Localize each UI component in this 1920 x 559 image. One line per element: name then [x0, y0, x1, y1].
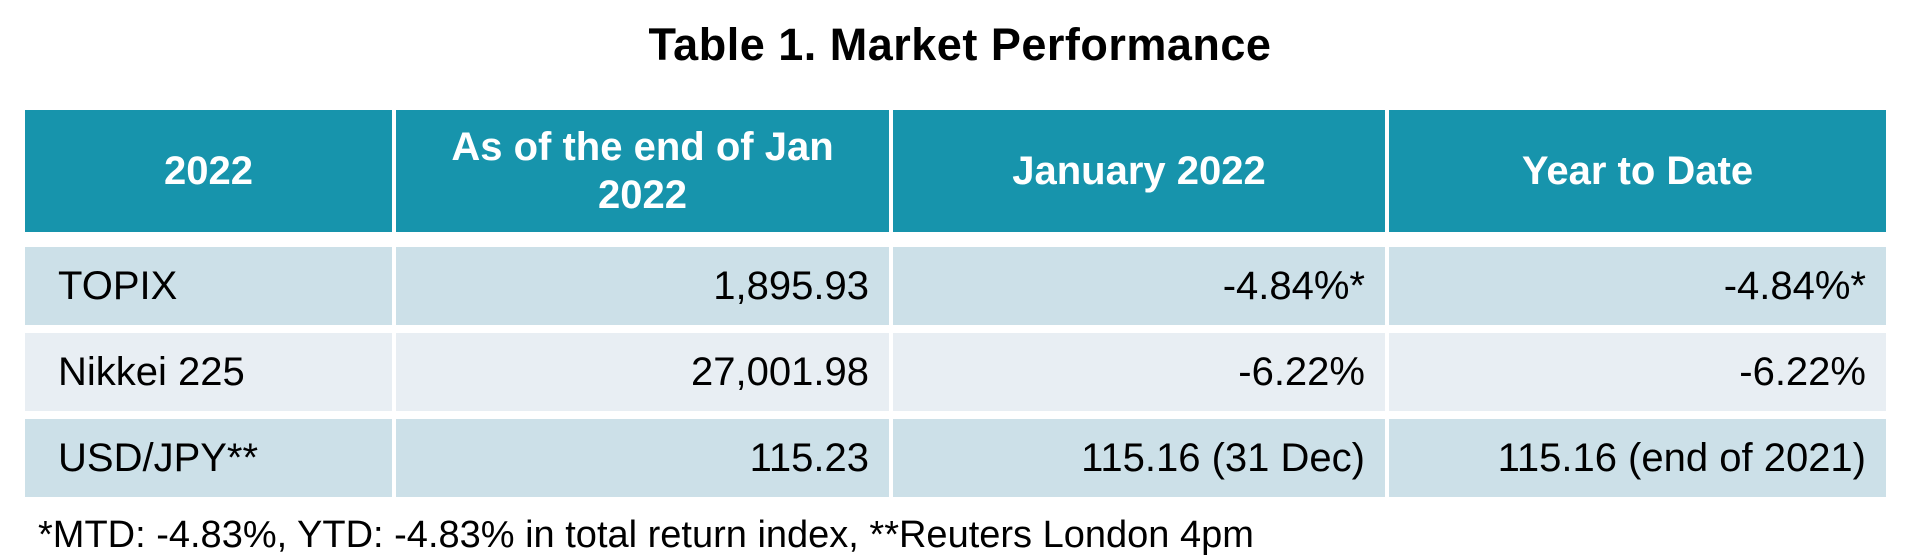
- header-cell-january-2022: January 2022: [893, 110, 1385, 232]
- table-row-nikkei-225: Nikkei 225 27,001.98 -6.22% -6.22%: [25, 333, 1886, 411]
- usdjpy-january-value: 115.16 (31 Dec): [893, 419, 1385, 497]
- header-cell-year-to-date-label: Year to Date: [1521, 149, 1754, 193]
- table-title: Table 1. Market Performance: [648, 19, 1272, 70]
- row-label-usdjpy: USD/JPY**: [25, 419, 392, 497]
- topix-ytd-value: -4.84%*: [1389, 247, 1886, 325]
- header-cell-january-2022-label: January 2022: [1012, 149, 1266, 193]
- table-row-topix: TOPIX 1,895.93 -4.84%* -4.84%*: [25, 247, 1886, 325]
- market-performance-table: 2022 As of the end of Jan 2022 January 2…: [25, 110, 1886, 497]
- table-header-row: 2022 As of the end of Jan 2022 January 2…: [25, 110, 1886, 232]
- header-cell-year-to-date: Year to Date: [1389, 110, 1886, 232]
- nikkei-end-of-jan-value: 27,001.98: [396, 333, 889, 411]
- header-cell-year: 2022: [25, 110, 392, 232]
- header-cell-year-label: 2022: [164, 149, 253, 193]
- nikkei-january-value: -6.22%: [893, 333, 1385, 411]
- header-cell-end-of-jan: As of the end of Jan 2022: [396, 110, 889, 232]
- row-label-nikkei-225: Nikkei 225: [25, 333, 392, 411]
- table-row-usdjpy: USD/JPY** 115.23 115.16 (31 Dec) 115.16 …: [25, 419, 1886, 497]
- header-cell-end-of-jan-label: As of the end of Jan 2022: [451, 125, 834, 217]
- usdjpy-end-of-jan-value: 115.23: [396, 419, 889, 497]
- page: Table 1. Market Performance 2022 As of t…: [0, 20, 1920, 559]
- topix-january-value: -4.84%*: [893, 247, 1385, 325]
- row-label-topix: TOPIX: [25, 247, 392, 325]
- table-footnote: *MTD: -4.83%, YTD: -4.83% in total retur…: [38, 514, 1254, 556]
- usdjpy-ytd-value: 115.16 (end of 2021): [1389, 419, 1886, 497]
- nikkei-ytd-value: -6.22%: [1389, 333, 1886, 411]
- topix-end-of-jan-value: 1,895.93: [396, 247, 889, 325]
